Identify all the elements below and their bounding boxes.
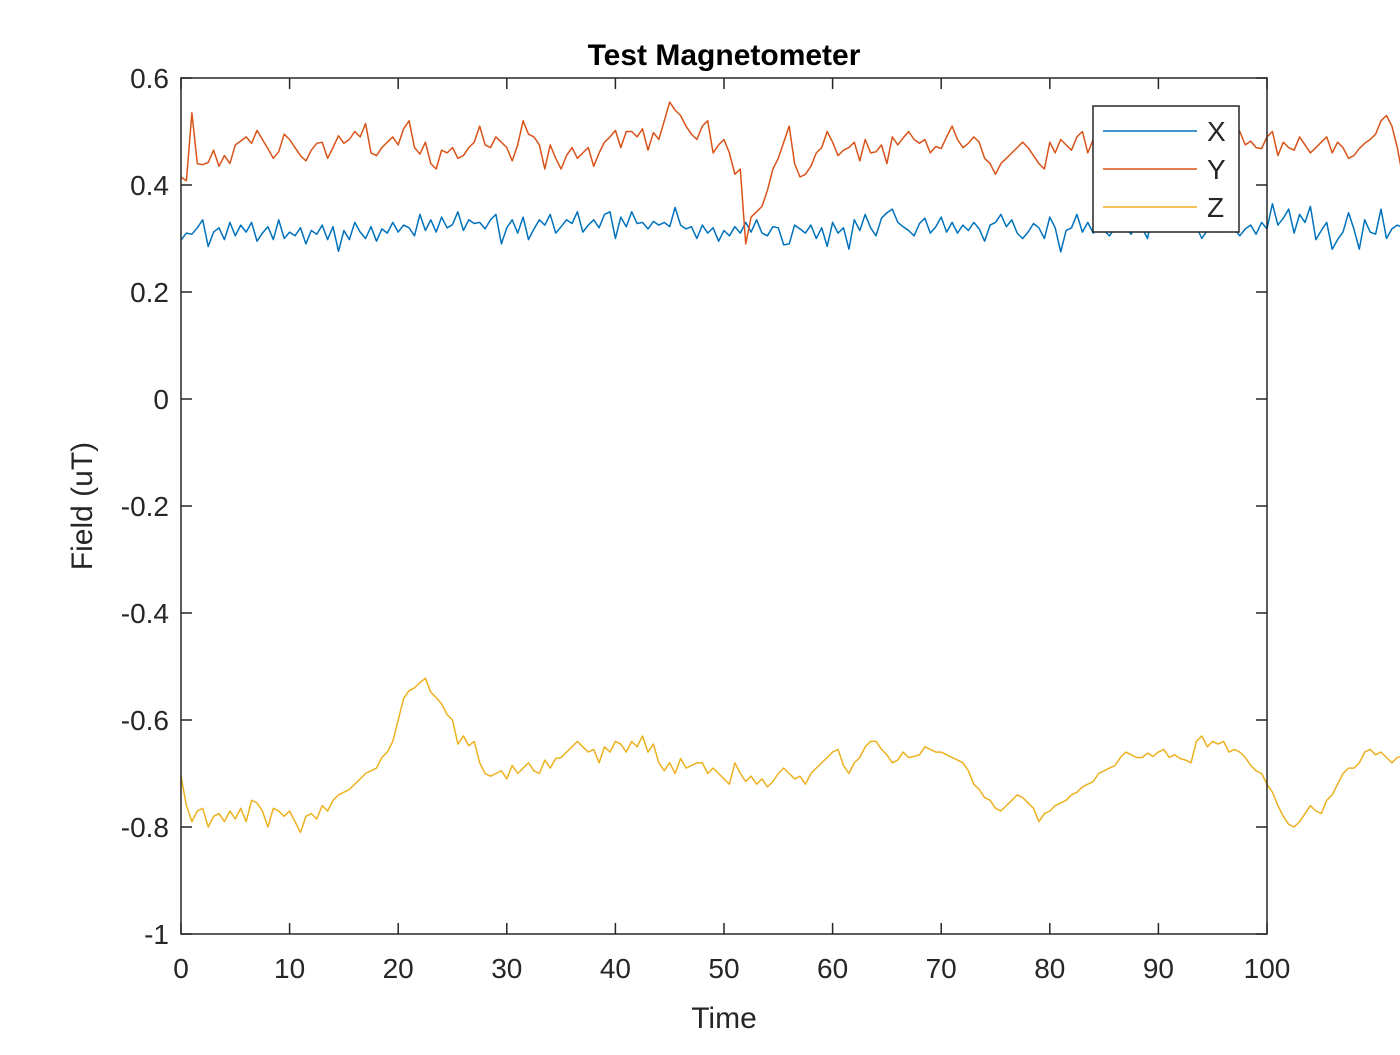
x-tick-label: 60 [817,953,848,984]
y-tick-label: 0 [153,384,169,415]
y-tick-label: 0.6 [130,63,169,94]
x-tick-label: 100 [1244,953,1291,984]
x-tick-label: 30 [491,953,522,984]
x-tick-label: 70 [926,953,957,984]
y-tick-label: -0.4 [121,598,169,629]
x-tick-label: 90 [1143,953,1174,984]
x-tick-label: 80 [1034,953,1065,984]
chart-title: Test Magnetometer [588,39,861,72]
series-line-x [180,202,1400,253]
x-tick-label: 20 [383,953,414,984]
legend-label-z: Z [1207,192,1224,223]
plot-background [181,78,1267,934]
y-tick-label: -0.2 [121,491,169,522]
x-tick-label: 10 [274,953,305,984]
legend: XYZ [1092,105,1240,233]
legend-label-x: X [1207,116,1226,147]
x-tick-label: 0 [173,953,189,984]
x-tick-label: 40 [600,953,631,984]
legend-label-y: Y [1207,154,1226,185]
y-tick-label: 0.4 [130,170,169,201]
series-line-y [180,101,1400,245]
y-tick-label: -0.8 [121,812,169,843]
x-axis-label: Time [691,1002,757,1035]
y-axis-label: Field (uT) [66,442,99,570]
y-tick-label: 0.2 [130,277,169,308]
ticks-layer: 0 10 20 30 40 50 60 70 80 90 100 -1 -0.8 -0.6 -0.4 -0.2… [121,63,1291,984]
series-layer [180,101,1400,834]
x-tick-label: 50 [708,953,739,984]
series-line-z [180,677,1400,834]
y-tick-label: -0.6 [121,705,169,736]
y-tick-label: -1 [144,919,169,950]
